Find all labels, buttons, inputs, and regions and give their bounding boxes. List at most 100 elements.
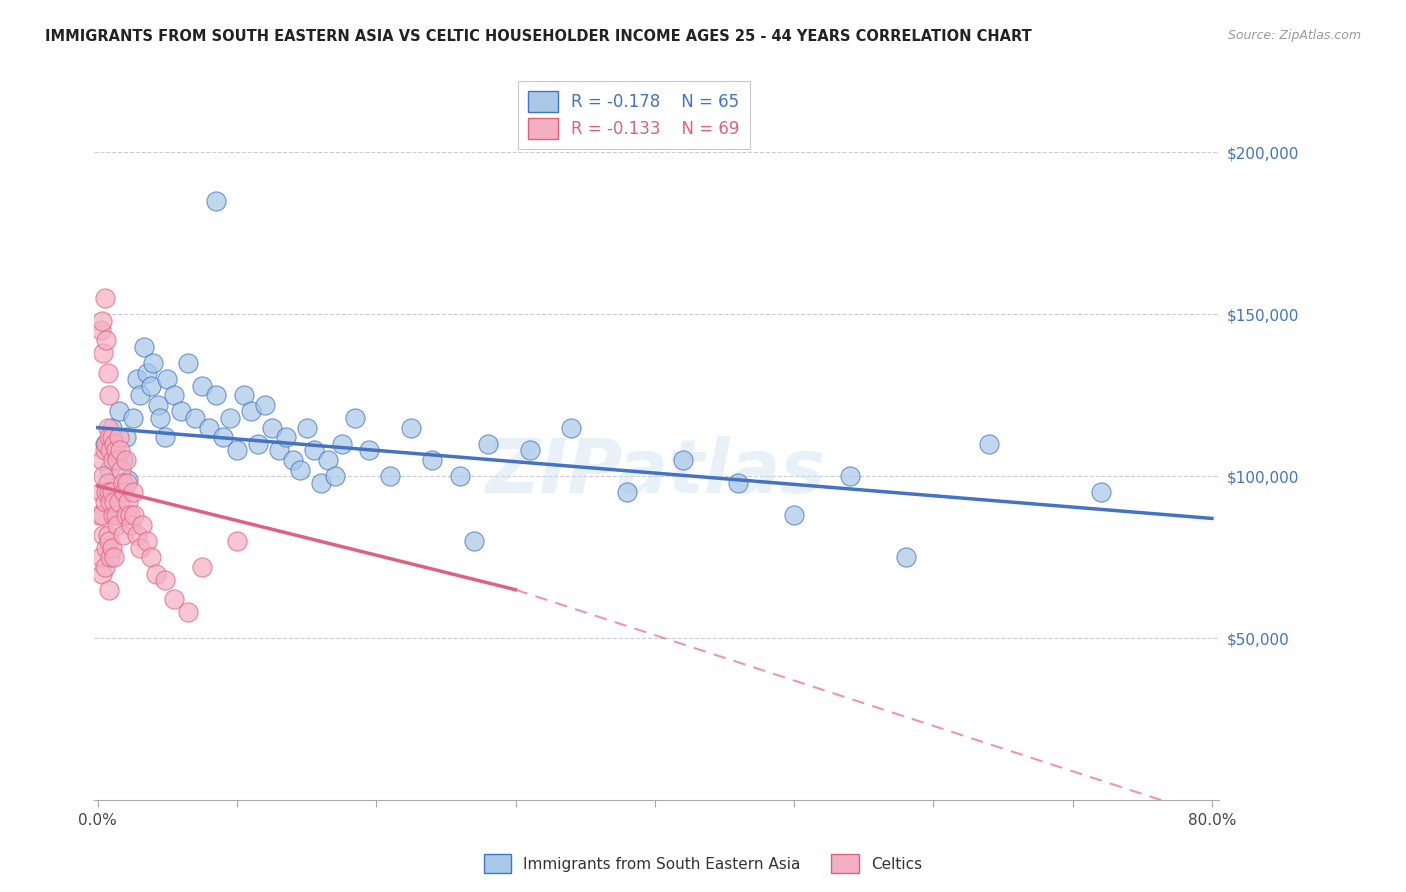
Point — [1090, 485, 1112, 500]
Point — [90, 550, 112, 565]
Point — [114, 453, 136, 467]
Point — [112, 485, 135, 500]
Point — [93, 527, 115, 541]
Point — [146, 398, 169, 412]
Point — [110, 463, 132, 477]
Point — [288, 463, 311, 477]
Point — [519, 443, 541, 458]
Point — [115, 475, 138, 490]
Point — [91, 566, 114, 581]
Legend: Immigrants from South Eastern Asia, Celtics: Immigrants from South Eastern Asia, Celt… — [478, 848, 928, 879]
Point — [94, 485, 117, 500]
Point — [139, 550, 162, 565]
Point — [101, 508, 124, 523]
Point — [139, 378, 162, 392]
Point — [449, 469, 471, 483]
Point — [281, 453, 304, 467]
Point — [104, 443, 127, 458]
Point — [103, 495, 125, 509]
Point — [616, 485, 638, 500]
Point — [177, 356, 200, 370]
Point — [240, 404, 263, 418]
Point — [93, 443, 115, 458]
Point — [96, 366, 118, 380]
Point — [101, 453, 124, 467]
Point — [260, 420, 283, 434]
Point — [125, 372, 148, 386]
Point — [104, 485, 127, 500]
Point — [170, 404, 193, 418]
Point — [90, 323, 112, 337]
Point — [89, 508, 111, 523]
Point — [90, 485, 112, 500]
Point — [111, 475, 134, 490]
Point — [93, 346, 115, 360]
Text: ZIPatlas: ZIPatlas — [486, 436, 827, 509]
Point — [97, 582, 120, 597]
Point — [108, 443, 131, 458]
Point — [226, 443, 249, 458]
Point — [100, 485, 122, 500]
Point — [91, 508, 114, 523]
Point — [894, 550, 917, 565]
Point — [246, 437, 269, 451]
Point — [420, 453, 443, 467]
Point — [91, 314, 114, 328]
Point — [309, 475, 332, 490]
Point — [302, 443, 325, 458]
Point — [91, 453, 114, 467]
Point — [98, 443, 121, 458]
Point — [399, 420, 422, 434]
Point — [111, 527, 134, 541]
Point — [94, 437, 117, 451]
Point — [316, 453, 339, 467]
Point — [177, 606, 200, 620]
Point — [477, 437, 499, 451]
Point — [198, 420, 221, 434]
Point — [108, 508, 131, 523]
Point — [135, 366, 157, 380]
Point — [96, 420, 118, 434]
Point — [93, 291, 115, 305]
Point — [330, 437, 353, 451]
Point — [94, 541, 117, 555]
Point — [97, 463, 120, 477]
Point — [153, 430, 176, 444]
Point — [205, 388, 228, 402]
Point — [212, 430, 235, 444]
Point — [295, 420, 318, 434]
Point — [121, 485, 143, 500]
Point — [191, 378, 214, 392]
Point — [107, 495, 129, 509]
Point — [93, 560, 115, 574]
Point — [100, 541, 122, 555]
Point — [838, 469, 860, 483]
Point — [233, 388, 256, 402]
Point — [114, 508, 136, 523]
Point — [97, 534, 120, 549]
Point — [977, 437, 1000, 451]
Text: Source: ZipAtlas.com: Source: ZipAtlas.com — [1227, 29, 1361, 42]
Point — [103, 437, 125, 451]
Point — [672, 453, 695, 467]
Point — [359, 443, 381, 458]
Point — [156, 372, 179, 386]
Point — [253, 398, 276, 412]
Point — [163, 592, 186, 607]
Point — [274, 430, 297, 444]
Point — [727, 475, 749, 490]
Point — [93, 495, 115, 509]
Point — [145, 566, 167, 581]
Point — [783, 508, 806, 523]
Point — [122, 508, 145, 523]
Point — [344, 411, 367, 425]
Point — [267, 443, 290, 458]
Point — [111, 453, 134, 467]
Point — [104, 508, 127, 523]
Point — [132, 340, 155, 354]
Point — [128, 541, 150, 555]
Point — [142, 356, 165, 370]
Point — [100, 430, 122, 444]
Point — [96, 475, 118, 490]
Point — [105, 517, 128, 532]
